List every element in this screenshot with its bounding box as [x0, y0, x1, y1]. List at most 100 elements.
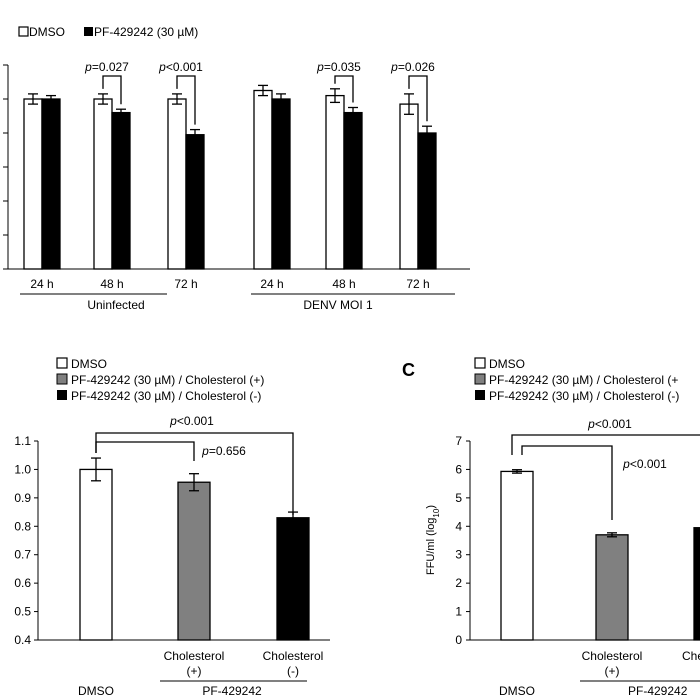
- top-x-tick-label: 24 h: [260, 277, 283, 291]
- right-x-tick-label: Cholesterol: [582, 649, 643, 663]
- right-x-tick-label: Che: [682, 649, 700, 663]
- top-error-bar: [116, 108, 126, 117]
- right-significance-bracket-inner: [521, 445, 613, 520]
- right-legend-swatch-chol-plus: [474, 373, 486, 385]
- top-error-bar: [46, 94, 56, 104]
- top-bar-pf: [417, 132, 437, 270]
- top-x-tick-label: 72 h: [174, 277, 197, 291]
- left-group-label: PF-429242: [202, 684, 262, 698]
- left-y-tick-label: 0.4: [14, 633, 31, 647]
- left-bar-2: [276, 517, 310, 641]
- right-p-value-label-inner: p<0.001: [622, 457, 667, 471]
- left-legend-swatch-chol-plus: [56, 373, 68, 385]
- left-p-value-label-outer: p<0.001: [169, 414, 214, 428]
- left-significance-bracket-inner: [95, 441, 195, 461]
- left-y-tick-label: 0.6: [14, 576, 31, 590]
- top-bar-dmso: [167, 98, 187, 270]
- top-error-bar: [28, 93, 38, 105]
- left-x-tick-label: Cholesterol: [263, 649, 324, 663]
- top-bar-dmso: [93, 98, 113, 270]
- top-x-tick-label: 24 h: [30, 277, 53, 291]
- left-y-tick-label: 0.9: [14, 491, 31, 505]
- right-y-tick-label: 1: [455, 605, 462, 619]
- top-bars: [23, 84, 437, 270]
- top-p-value-label: p=0.026: [390, 60, 435, 74]
- right-x-tick-label: (+): [605, 664, 620, 678]
- top-error-bar: [98, 93, 108, 105]
- right-annotations: p<0.001 p<0.001: [511, 417, 700, 520]
- right-error-bar: [512, 469, 522, 474]
- top-bar-pf: [185, 134, 205, 270]
- top-chart: DMSO PF-429242 (30 µM) p=0.027 p<0.001 p=0…: [3, 25, 470, 312]
- top-error-bar: [190, 128, 200, 141]
- left-y-tick-label: 1.1: [14, 434, 31, 448]
- top-error-bar: [172, 93, 182, 105]
- right-bars: [500, 469, 700, 641]
- top-significance-bracket: [408, 75, 428, 122]
- left-bar-1: [177, 481, 211, 641]
- left-x-tick-label: (-): [287, 664, 299, 678]
- top-bar-dmso: [23, 98, 43, 270]
- right-group-label: PF-429242: [628, 684, 688, 698]
- left-legend-label-dmso: DMSO: [71, 357, 107, 371]
- top-group-label-uninfected: Uninfected: [87, 298, 144, 312]
- left-x-tick-label: DMSO: [78, 684, 114, 698]
- right-x-labels: DMSO Cholesterol(+) Che: [499, 649, 700, 698]
- right-legend-swatch-chol-minus: [475, 390, 485, 400]
- right-y-tick-label: 0: [455, 633, 462, 647]
- right-y-tick-label: 2: [455, 576, 462, 590]
- right-y-ticks: 0 1 2 3 4 5 6 7: [455, 434, 470, 647]
- right-significance-bracket-outer: [511, 434, 700, 455]
- left-y-tick-label: 0.8: [14, 519, 31, 533]
- top-legend-label-pf: PF-429242 (30 µM): [94, 25, 198, 39]
- left-y-tick-label: 0.5: [14, 605, 31, 619]
- top-x-tick-label: 48 h: [332, 277, 355, 291]
- left-error-bar: [91, 457, 101, 482]
- left-legend: DMSO PF-429242 (30 µM) / Cholesterol (+)…: [56, 357, 264, 403]
- top-bar-dmso: [399, 103, 419, 270]
- top-y-ticks: [3, 64, 8, 270]
- right-y-axis-label: FFU/ml (log10): [425, 505, 441, 575]
- left-bars: [79, 457, 310, 641]
- panel-label-c: C: [402, 360, 415, 380]
- top-bar-pf: [41, 98, 61, 270]
- top-error-bar: [330, 88, 340, 104]
- top-error-bar: [348, 106, 358, 119]
- right-legend-swatch-dmso: [474, 357, 486, 369]
- top-p-value-label: p<0.001: [158, 60, 203, 74]
- left-annotations: p<0.001 p=0.656: [95, 414, 294, 515]
- top-significance-bracket: [102, 75, 122, 105]
- right-x-tick-label: DMSO: [499, 684, 535, 698]
- left-error-bar: [288, 511, 298, 525]
- top-significance-bracket: [176, 75, 196, 125]
- right-error-bar: [607, 532, 617, 538]
- top-legend: DMSO PF-429242 (30 µM): [18, 25, 198, 39]
- top-legend-label-dmso: DMSO: [29, 25, 65, 39]
- right-legend-label-dmso: DMSO: [489, 357, 525, 371]
- right-y-tick-label: 7: [455, 434, 462, 448]
- right-y-tick-label: 4: [455, 519, 462, 533]
- left-legend-swatch-chol-minus: [57, 390, 67, 400]
- top-bar-pf: [111, 111, 131, 270]
- top-error-bar: [258, 84, 268, 97]
- right-legend-label-chol-plus: PF-429242 (30 µM) / Cholesterol (+: [489, 373, 678, 387]
- left-y-tick-label: 1.0: [14, 462, 31, 476]
- right-bar-0: [500, 470, 534, 641]
- top-p-value-label: p=0.027: [84, 60, 129, 74]
- top-significance-bracket: [334, 75, 354, 103]
- top-bar-dmso: [325, 94, 345, 270]
- top-legend-swatch-dmso: [18, 26, 29, 37]
- top-error-bar: [276, 93, 286, 105]
- right-legend: DMSO PF-429242 (30 µM) / Cholesterol (+ …: [474, 357, 679, 403]
- top-legend-swatch-pf: [84, 27, 93, 36]
- left-y-tick-label: 0.7: [14, 548, 31, 562]
- top-x-tick-label: 72 h: [406, 277, 429, 291]
- top-error-bar: [404, 93, 414, 115]
- left-p-value-label-inner: p=0.656: [201, 444, 246, 458]
- left-error-bar: [189, 473, 199, 492]
- right-p-value-label-outer: p<0.001: [587, 417, 632, 431]
- top-bar-dmso: [253, 89, 273, 270]
- right-y-tick-label: 6: [455, 462, 462, 476]
